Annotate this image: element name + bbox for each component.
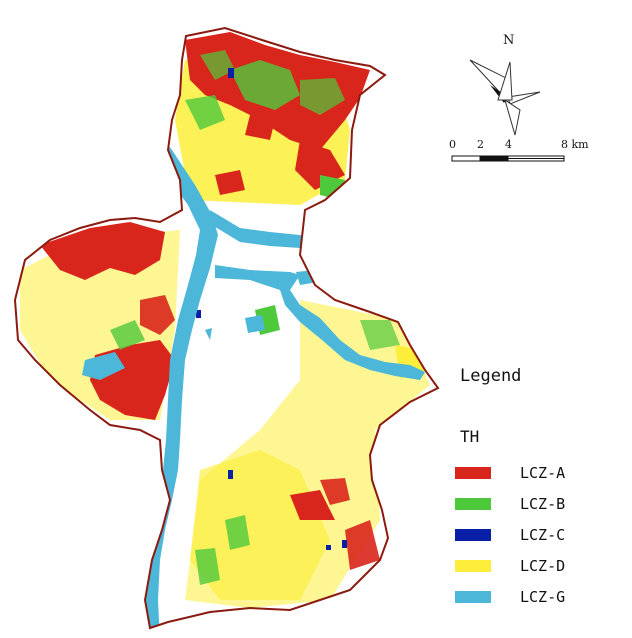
legend-swatch-lcz-a xyxy=(455,467,491,479)
legend-subtitle: TH xyxy=(460,427,480,446)
scale-tick-8: 8 km xyxy=(561,138,589,151)
legend-swatch-lcz-b xyxy=(455,498,491,510)
legend-label-lcz-a: LCZ-A xyxy=(520,464,566,482)
legend-item-lcz-b: LCZ-B xyxy=(455,494,565,514)
legend-swatch-lcz-c xyxy=(455,529,491,541)
legend-label-lcz-d: LCZ-D xyxy=(520,557,566,575)
north-arrow-icon xyxy=(469,59,541,136)
scale-tick-2: 2 xyxy=(477,138,484,151)
legend-label-lcz-b: LCZ-B xyxy=(520,495,566,513)
legend-title: Legend xyxy=(460,366,522,386)
city-boundary xyxy=(13,26,440,630)
legend-label-lcz-g: LCZ-G xyxy=(520,588,566,606)
scale-tick-0: 0 xyxy=(449,138,456,151)
legend-label-lcz-c: LCZ-C xyxy=(520,526,566,544)
legend-item-lcz-c: LCZ-C xyxy=(455,525,565,545)
legend-item-lcz-a: LCZ-A xyxy=(455,463,565,483)
north-label: N xyxy=(503,33,515,48)
scale-bar xyxy=(451,155,565,162)
legend-item-lcz-d: LCZ-D xyxy=(455,556,565,576)
legend-swatch-lcz-g xyxy=(455,591,491,603)
legend-item-lcz-g: LCZ-G xyxy=(455,587,565,607)
scale-tick-4: 4 xyxy=(505,138,512,151)
legend-swatch-lcz-d xyxy=(455,560,491,572)
